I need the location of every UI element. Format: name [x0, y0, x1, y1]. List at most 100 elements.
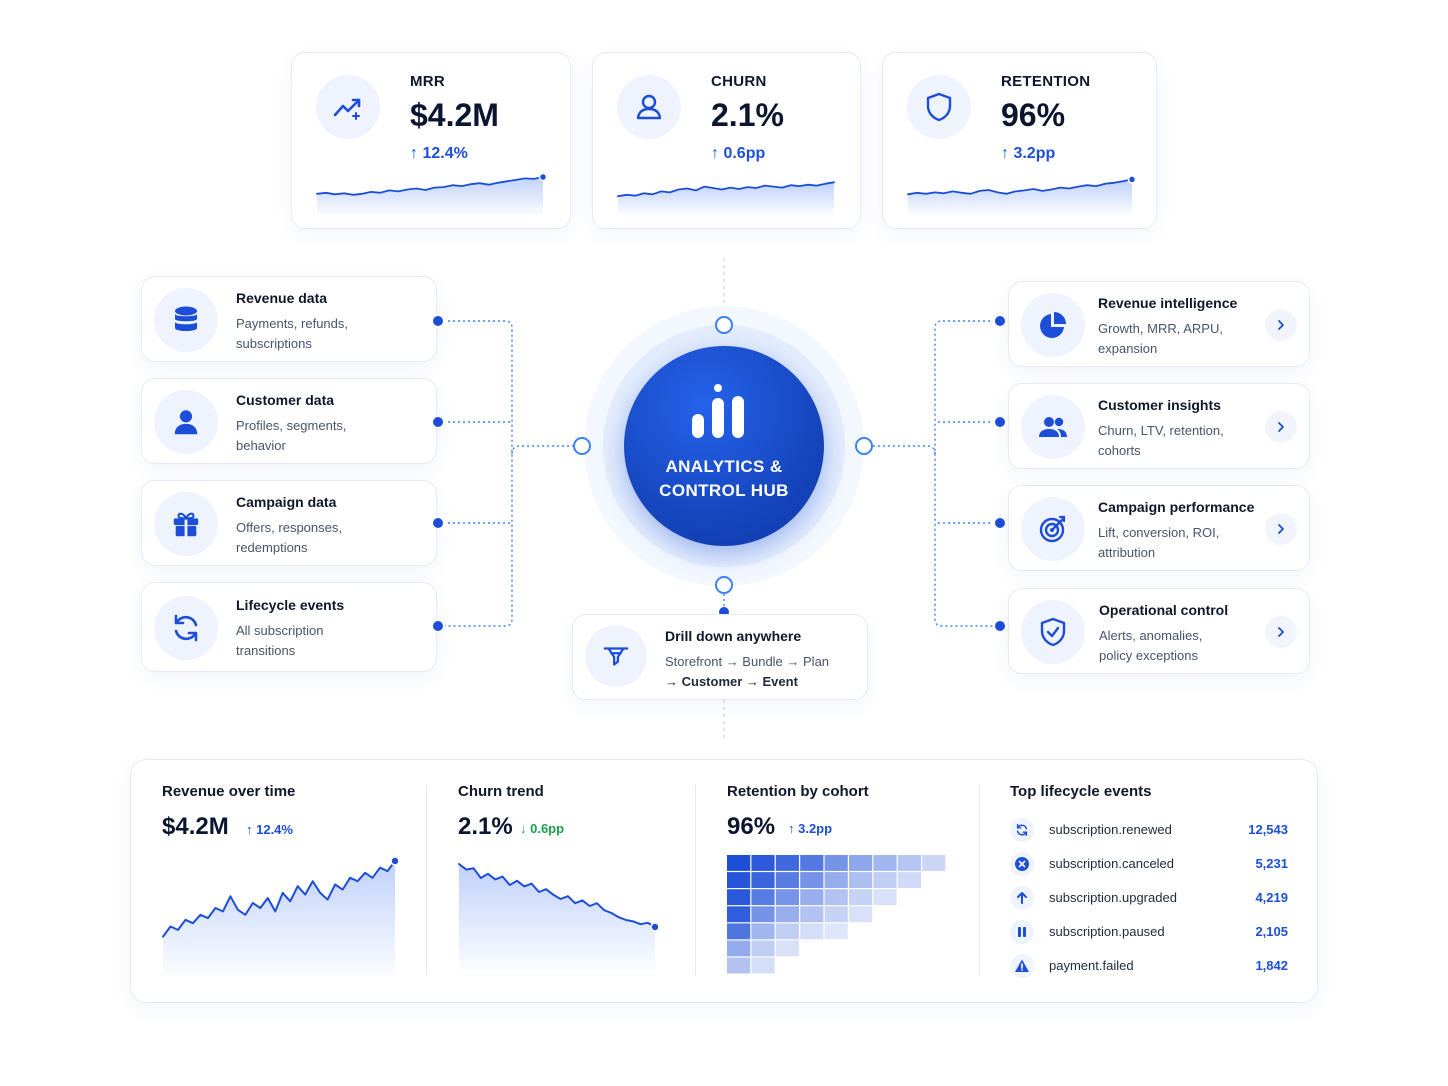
- heatmap-cell: [800, 889, 824, 906]
- chevron-right-icon[interactable]: [1265, 309, 1297, 341]
- connector-dot: [431, 516, 445, 530]
- event-row[interactable]: payment.failed 1,842: [1010, 954, 1288, 978]
- arrow-up-icon: [1010, 886, 1034, 910]
- kpi-label: CHURN: [711, 73, 767, 90]
- divider: [695, 785, 696, 975]
- refresh-icon: [1010, 818, 1034, 842]
- heatmap-cell: [727, 889, 751, 906]
- heatmap-cell: [775, 872, 799, 888]
- heatmap-cell: [922, 855, 946, 871]
- output-card-campaign-performance[interactable]: Campaign performance Lift, conversion, R…: [1008, 485, 1310, 571]
- heatmap-cell: [849, 872, 873, 888]
- hub-port-top: [715, 316, 733, 334]
- source-card-lifecycle[interactable]: Lifecycle events All subscription transi…: [141, 582, 437, 672]
- end-point: [390, 856, 398, 866]
- panel-delta: ↑ 12.4%: [246, 822, 293, 837]
- target-icon: [1021, 497, 1085, 561]
- kpi-card-retention[interactable]: RETENTION 96% ↑ 3.2pp: [882, 52, 1157, 229]
- connector-dot: [993, 619, 1007, 633]
- event-row[interactable]: subscription.paused 2,105: [1010, 920, 1288, 944]
- series-line: [458, 863, 656, 928]
- source-card-revenue[interactable]: Revenue data Payments, refunds, subscrip…: [141, 276, 437, 362]
- node-title: Customer insights: [1098, 397, 1221, 413]
- area-fill: [908, 179, 1132, 215]
- event-row[interactable]: subscription.canceled 5,231: [1010, 852, 1288, 876]
- kpi-card-mrr[interactable]: MRR $4.2M ↑ 12.4%: [291, 52, 571, 229]
- heatmap-cell: [897, 872, 921, 888]
- heatmap-cell: [824, 923, 848, 940]
- churn-sparkline: [617, 181, 835, 215]
- panel-title: Churn trend: [458, 783, 544, 800]
- user-icon: [617, 75, 681, 139]
- panel-value: 2.1%: [458, 813, 513, 840]
- heatmap-cell: [824, 906, 848, 923]
- cancel-icon: [1010, 852, 1034, 876]
- cohort-heatmap: [727, 855, 946, 974]
- kpi-card-churn[interactable]: CHURN 2.1% ↑ 0.6pp: [592, 52, 861, 229]
- heatmap-cell: [751, 923, 775, 940]
- output-card-customer-insights[interactable]: Customer insights Churn, LTV, retention,…: [1008, 383, 1310, 469]
- panel-value: $4.2M: [162, 813, 229, 840]
- chevron-right-icon[interactable]: [1265, 411, 1297, 443]
- heatmap-cell: [727, 906, 751, 923]
- panel-title: Revenue over time: [162, 783, 296, 800]
- heatmap-cell: [751, 855, 775, 871]
- kpi-delta: ↑ 3.2pp: [1001, 145, 1056, 162]
- shield-icon: [907, 75, 971, 139]
- kpi-value: $4.2M: [410, 97, 499, 133]
- node-desc: Offers, responses, redemptions: [236, 520, 342, 555]
- series-line: [907, 178, 1133, 196]
- connector-dot: [993, 516, 1007, 530]
- kpi-delta: ↑ 0.6pp: [711, 145, 766, 162]
- heatmap-cell: [727, 957, 751, 974]
- hub-port-left: [573, 437, 591, 455]
- users-icon: [1021, 395, 1085, 459]
- event-name: subscription.upgraded: [1049, 890, 1177, 905]
- source-card-campaign[interactable]: Campaign data Offers, responses, redempt…: [141, 480, 437, 566]
- drill-path: Storefront → Bundle → Plan → Customer → …: [665, 652, 865, 692]
- heatmap-cell: [727, 872, 751, 888]
- drill-path-line1: Storefront → Bundle → Plan: [665, 654, 830, 669]
- hub-title: ANALYTICS & CONTROL HUB: [624, 455, 824, 503]
- series-line: [316, 176, 544, 196]
- heatmap-cell: [775, 940, 799, 957]
- kpi-value: 2.1%: [711, 97, 784, 133]
- panel-title: Retention by cohort: [727, 783, 869, 800]
- output-card-revenue-intelligence[interactable]: Revenue intelligence Growth, MRR, ARPU, …: [1008, 281, 1310, 367]
- node-title: Drill down anywhere: [665, 628, 802, 644]
- hub-title-line1: ANALYTICS &: [665, 457, 783, 476]
- heatmap-cell: [800, 855, 824, 871]
- connector-dot: [719, 607, 729, 617]
- source-card-customer[interactable]: Customer data Profiles, segments, behavi…: [141, 378, 437, 464]
- event-count: 2,105: [1255, 924, 1288, 939]
- heatmap-cell: [849, 855, 873, 871]
- chevron-right-icon[interactable]: [1265, 616, 1297, 648]
- end-point: [538, 172, 546, 182]
- area-fill: [317, 177, 543, 215]
- drill-down-card[interactable]: Drill down anywhere Storefront → Bundle …: [572, 614, 868, 700]
- database-icon: [154, 288, 218, 352]
- hub-core[interactable]: [624, 346, 824, 546]
- end-point: [1127, 175, 1135, 184]
- heatmap-cell: [751, 889, 775, 906]
- refresh-icon: [154, 596, 218, 660]
- heatmap-cell: [727, 940, 751, 957]
- panel-title: Top lifecycle events: [1010, 783, 1152, 800]
- event-row[interactable]: subscription.upgraded 4,219: [1010, 886, 1288, 910]
- output-card-operational-control[interactable]: Operational control Alerts, anomalies, p…: [1008, 588, 1310, 674]
- chevron-right-icon[interactable]: [1265, 513, 1297, 545]
- heatmap-cell: [727, 855, 751, 871]
- end-point: [650, 922, 658, 932]
- heatmap-cell: [775, 906, 799, 923]
- retention-sparkline: [907, 175, 1135, 215]
- series-line: [617, 181, 835, 198]
- area-fill: [618, 182, 834, 215]
- event-row[interactable]: subscription.renewed 12,543: [1010, 818, 1288, 842]
- heatmap-cell: [775, 889, 799, 906]
- heatmap-cell: [727, 923, 751, 940]
- panel-value: 96%: [727, 813, 776, 840]
- panel-delta: ↑ 3.2pp: [788, 821, 833, 836]
- trend-up-icon: [316, 75, 380, 139]
- heatmap-cell: [824, 872, 848, 888]
- event-name: subscription.paused: [1049, 924, 1165, 939]
